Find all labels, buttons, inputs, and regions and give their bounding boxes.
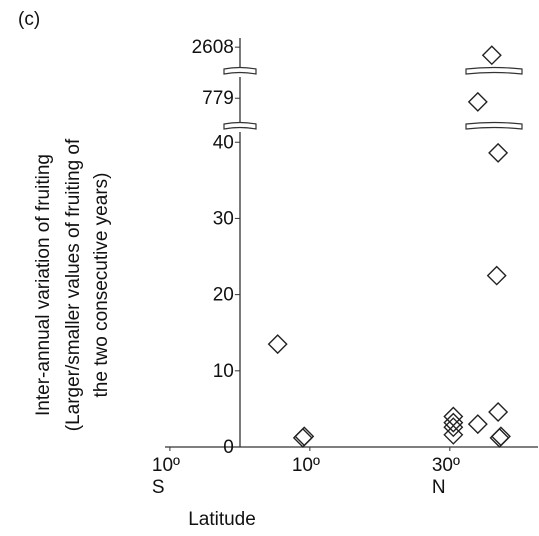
point	[267, 334, 288, 355]
y-tick-label: 10	[213, 361, 234, 382]
break-mark	[223, 121, 257, 130]
point	[443, 406, 464, 427]
x-tick-label: 10º S	[151, 455, 180, 498]
break-mark	[465, 121, 523, 130]
y-tick-label: 779	[202, 88, 234, 109]
axes	[165, 38, 538, 448]
y-tick-label: 40	[213, 132, 234, 153]
point	[294, 426, 315, 447]
x-tick-label: 10º	[291, 455, 320, 476]
point	[488, 401, 509, 422]
point	[443, 412, 464, 433]
point	[490, 426, 511, 447]
point	[443, 424, 464, 445]
y-label-line: (Larger/smaller values of fruiting of	[63, 138, 84, 431]
y-tick-label: 0	[223, 437, 234, 458]
y-tick-label: 20	[213, 285, 234, 306]
axis-breaks	[223, 66, 523, 130]
x-tick-label: 30º N	[431, 455, 460, 498]
y-label: Inter-annual variation of fruiting (Larg…	[33, 138, 112, 431]
y-label-line: Inter-annual variation of fruiting	[33, 154, 54, 416]
point	[486, 265, 507, 286]
point	[488, 142, 509, 163]
panel-label: (c)	[18, 9, 40, 30]
y-label-line: the two consecutive years)	[91, 173, 112, 398]
point	[481, 45, 502, 66]
point	[467, 91, 488, 112]
break-mark	[465, 66, 523, 75]
break-mark	[223, 66, 257, 75]
y-tick-label: 2608	[192, 37, 234, 58]
point	[467, 414, 488, 435]
y-tick-label: 30	[213, 208, 234, 229]
x-label: Latitude	[188, 509, 256, 530]
point	[443, 417, 464, 438]
